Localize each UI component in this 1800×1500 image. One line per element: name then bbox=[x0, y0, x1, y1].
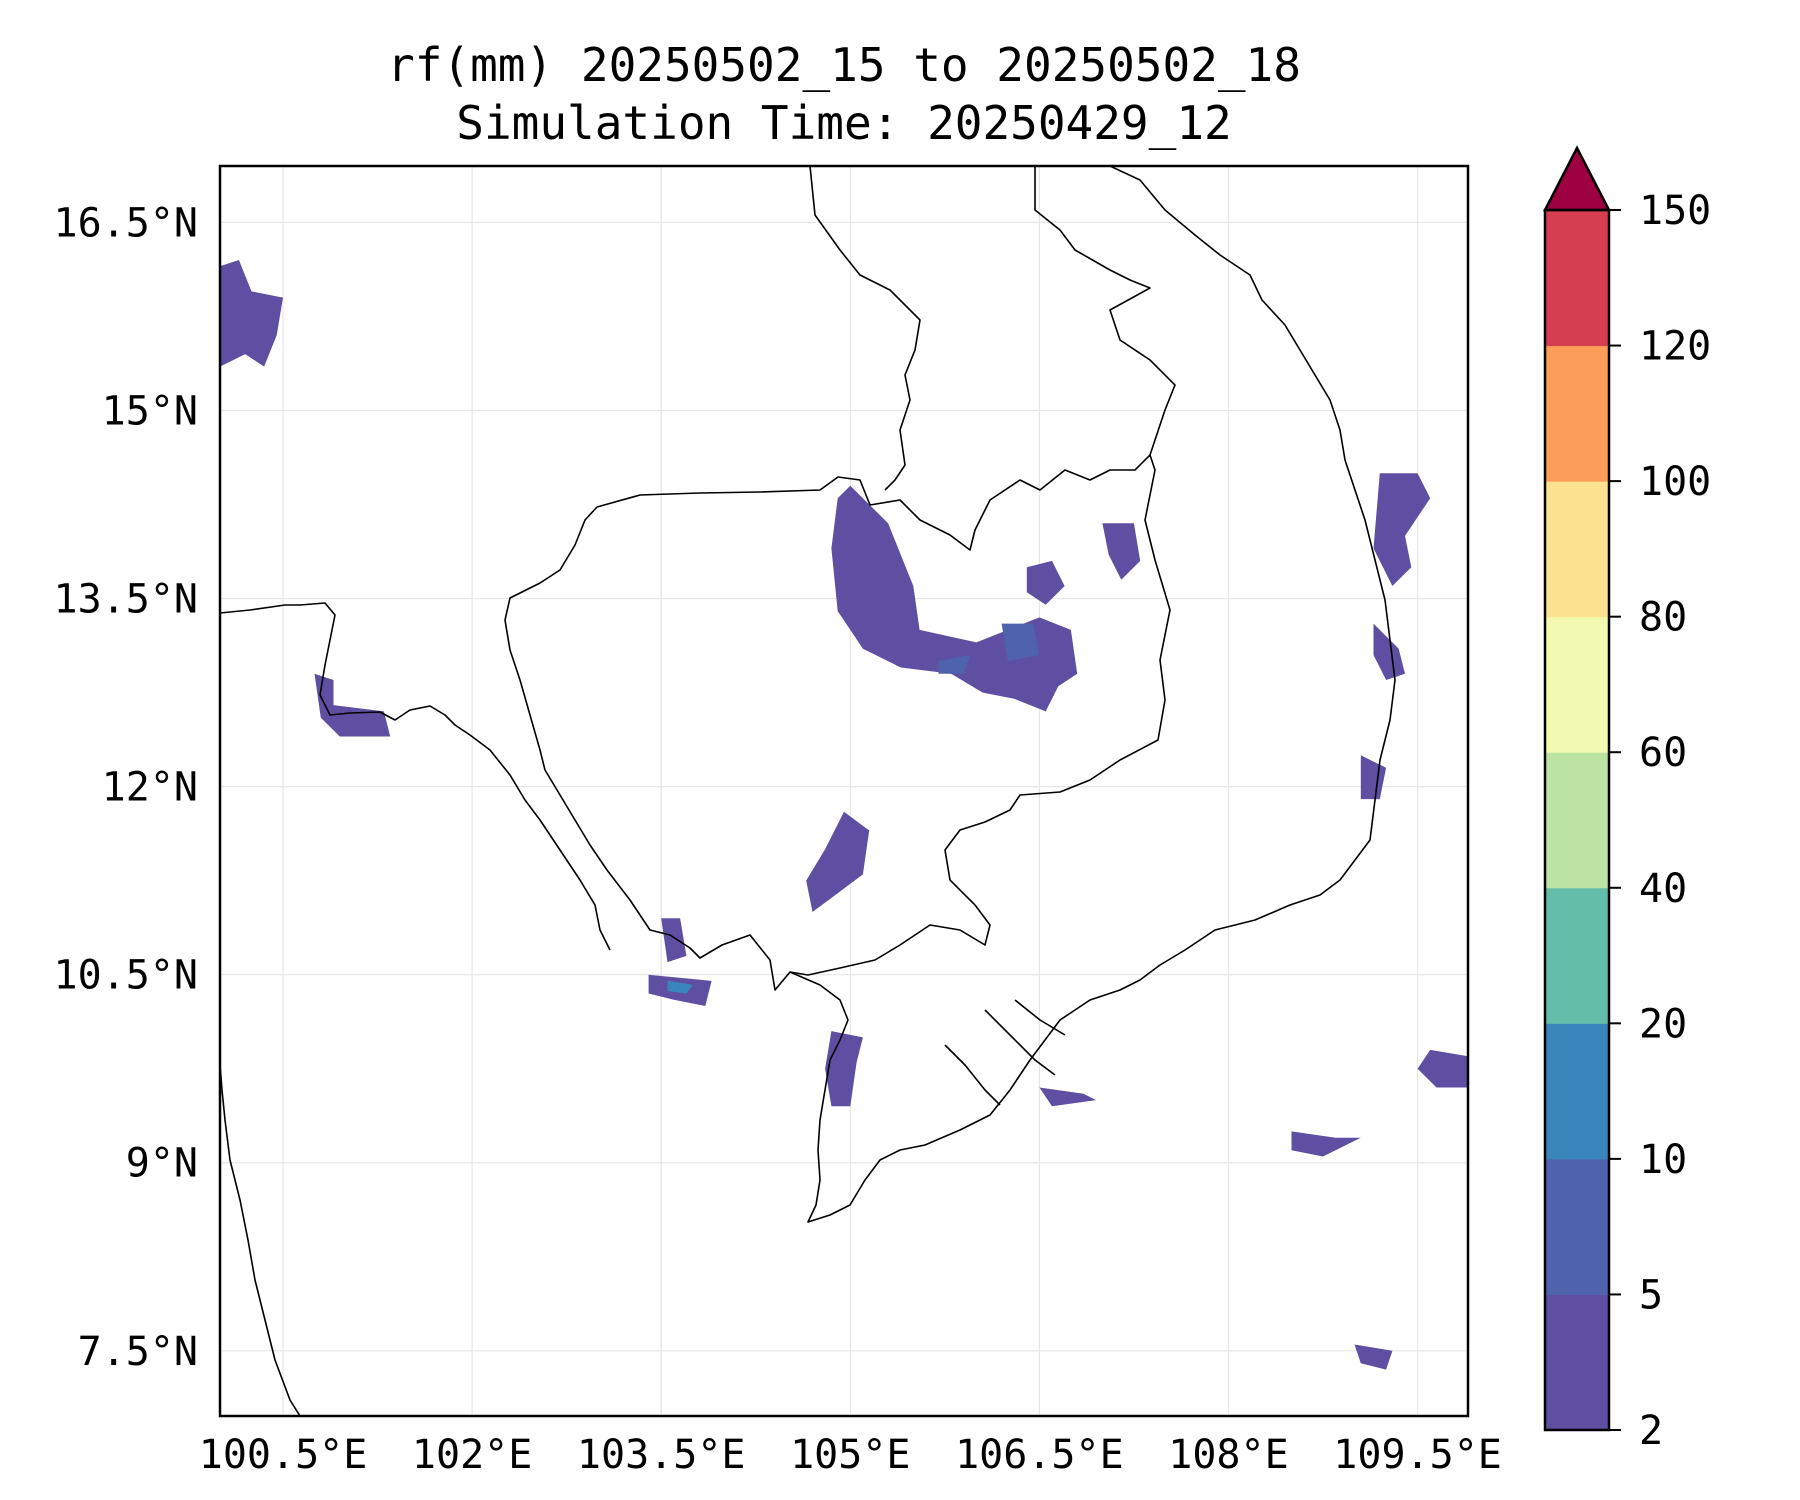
colorbar-label-6: 80 bbox=[1639, 595, 1687, 641]
rain-area-west-thailand-2 bbox=[314, 673, 391, 737]
axis-ticks: 100.5°E 102°E 103.5°E 105°E 106.5°E 108°E 109.… bbox=[54, 200, 1502, 1478]
lat-tick-label-2: 13.5°N bbox=[54, 577, 199, 623]
lat-tick-label-3: 12°N bbox=[102, 765, 198, 811]
map-subtitle: Simulation Time: 20250429_12 bbox=[456, 96, 1232, 150]
colorbar-band-3 bbox=[1545, 887, 1609, 1024]
colorbar-label-7: 100 bbox=[1639, 459, 1711, 505]
lon-tick-label-6: 109.5°E bbox=[1333, 1432, 1502, 1478]
malay-peninsula-coast bbox=[220, 1064, 301, 1416]
thailand-gulf-coast bbox=[220, 602, 611, 951]
rain-area-core-center-a bbox=[1001, 623, 1040, 662]
rain-area-offshore-east-1 bbox=[1417, 1049, 1468, 1088]
lat-tick-label-0: 16.5°N bbox=[54, 200, 199, 246]
colorbar-frame bbox=[1543, 208, 1611, 1432]
rain-area-offshore-east-2 bbox=[1291, 1131, 1361, 1157]
colorbar-band-2 bbox=[1545, 1023, 1609, 1160]
laos-vietnam-border bbox=[1034, 166, 1176, 456]
colorbar-band-4 bbox=[1545, 752, 1609, 889]
rain-area-mekong-delta-east bbox=[1039, 1087, 1097, 1107]
colorbar-label-9: 150 bbox=[1639, 188, 1711, 234]
lon-tick-label-4: 106.5°E bbox=[955, 1432, 1124, 1478]
colorbar-band-0 bbox=[1545, 1294, 1609, 1431]
vietnam-coast bbox=[789, 166, 1396, 1223]
colorbar-band-8 bbox=[1545, 210, 1609, 347]
rain-area-cambodia-north-east-patch bbox=[1026, 560, 1065, 605]
map-title: rf(mm) 20250502_15 to 20250502_18 bbox=[387, 38, 1301, 92]
colorbar-label-5: 60 bbox=[1639, 730, 1687, 776]
lon-tick-label-2: 103.5°E bbox=[577, 1432, 746, 1478]
colorbar-ticks: 2 5 10 20 40 60 80 100 120 150 bbox=[1609, 188, 1711, 1454]
lat-tick-label-5: 9°N bbox=[126, 1141, 198, 1187]
rain-area-west-thailand-1 bbox=[220, 260, 283, 367]
colorbar-band-7 bbox=[1545, 345, 1609, 482]
rain-area-vietnam-coast-2 bbox=[1373, 623, 1405, 680]
rain-area-vietnam-coast-1 bbox=[1373, 473, 1431, 586]
colorbar-bands bbox=[1545, 210, 1609, 1431]
lon-tick-label-3: 105°E bbox=[790, 1432, 910, 1478]
mekong-distributaries bbox=[944, 999, 1066, 1106]
lat-tick-label-1: 15°N bbox=[102, 388, 198, 434]
colorbar-label-8: 120 bbox=[1639, 324, 1711, 370]
rainfall-layer bbox=[220, 260, 1468, 1370]
laos-thailand-border bbox=[809, 166, 921, 491]
rain-area-cambodia-north-east-strip bbox=[1102, 523, 1141, 580]
map-frame bbox=[218, 164, 1470, 1418]
rain-area-offshore-south-east bbox=[1354, 1344, 1393, 1370]
colorbar-label-4: 40 bbox=[1639, 866, 1687, 912]
lon-tick-label-1: 102°E bbox=[412, 1432, 532, 1478]
lat-tick-label-6: 7.5°N bbox=[78, 1329, 198, 1375]
rain-area-phu-quoc-area bbox=[661, 918, 687, 963]
colorbar-band-6 bbox=[1545, 481, 1609, 618]
rain-area-south-cambodia bbox=[806, 811, 870, 912]
colorbar-label-2: 10 bbox=[1639, 1137, 1687, 1183]
lon-tick-label-5: 108°E bbox=[1168, 1432, 1288, 1478]
coastlines bbox=[220, 166, 1396, 1416]
colorbar: 2 5 10 20 40 60 80 100 120 150 bbox=[1542, 145, 1711, 1454]
colorbar-label-3: 20 bbox=[1639, 1001, 1687, 1047]
rain-area-core-center-b bbox=[938, 655, 971, 674]
colorbar-band-1 bbox=[1545, 1158, 1609, 1295]
map-background bbox=[220, 166, 1468, 1416]
lon-tick-label-0: 100.5°E bbox=[199, 1432, 368, 1478]
cambodia-border bbox=[504, 454, 1171, 991]
colorbar-band-5 bbox=[1545, 616, 1609, 753]
colorbar-label-1: 5 bbox=[1639, 1272, 1663, 1318]
lat-tick-label-4: 10.5°N bbox=[54, 953, 199, 999]
colorbar-extend-arrow bbox=[1542, 145, 1612, 212]
rain-area-gulf-1-core bbox=[667, 980, 693, 994]
colorbar-label-0: 2 bbox=[1639, 1408, 1663, 1454]
